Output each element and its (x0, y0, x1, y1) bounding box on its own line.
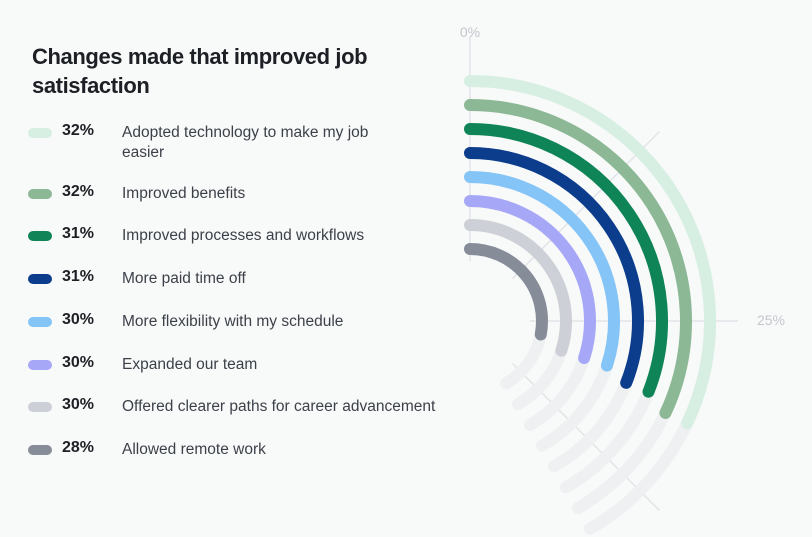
legend-label: Improved benefits (122, 185, 246, 202)
radial-bar (464, 75, 716, 430)
radial-bar (464, 99, 692, 419)
legend-label: Adopted technology to make my job easier (122, 124, 369, 161)
radial-bar (464, 195, 596, 365)
radial-bar (464, 171, 620, 372)
legend-item: 30% More flexibility with my schedule (28, 311, 498, 351)
legend-swatch (28, 128, 52, 138)
legend-label: Allowed remote work (122, 441, 266, 458)
radial-bar (464, 219, 572, 357)
legend-swatch (28, 402, 52, 412)
legend-value: 30% (62, 396, 95, 413)
tick-label: 25% (757, 312, 785, 328)
legend-item: 32% Improved benefits (28, 183, 498, 223)
radial-bar (464, 123, 668, 398)
legend-swatch (28, 189, 52, 199)
legend-swatch (28, 445, 52, 455)
legend-item: 28% Allowed remote work (28, 439, 498, 479)
legend-label: More paid time off (122, 270, 246, 287)
legend-swatch (28, 360, 52, 370)
legend-item: 31% Improved processes and workflows (28, 225, 498, 265)
legend-label: Improved processes and workflows (122, 227, 365, 244)
legend-item: 30% Offered clearer paths for career adva… (28, 396, 498, 436)
legend-value: 30% (62, 311, 95, 328)
legend-label: Offered clearer paths for career advance… (122, 398, 436, 415)
tick-label: 0% (460, 24, 480, 40)
legend-item: 31% More paid time off (28, 268, 498, 308)
legend-value: 32% (62, 183, 95, 200)
legend-value: 28% (62, 439, 95, 456)
radial-bar (464, 147, 644, 389)
legend-item: 32% Adopted technology to make my job eas… (28, 122, 498, 162)
legend-label: More flexibility with my schedule (122, 313, 344, 330)
radial-bar (464, 243, 548, 341)
legend-value: 30% (62, 354, 95, 371)
legend-value: 31% (62, 268, 95, 285)
legend-label: Expanded our team (122, 356, 258, 373)
legend-swatch (28, 317, 52, 327)
legend-swatch (28, 274, 52, 284)
chart-title: Changes made that improved job satisfact… (32, 44, 368, 98)
legend-item: 30% Expanded our team (28, 354, 498, 394)
legend-value: 32% (62, 122, 95, 139)
legend-swatch (28, 231, 52, 241)
legend-value: 31% (62, 225, 95, 242)
